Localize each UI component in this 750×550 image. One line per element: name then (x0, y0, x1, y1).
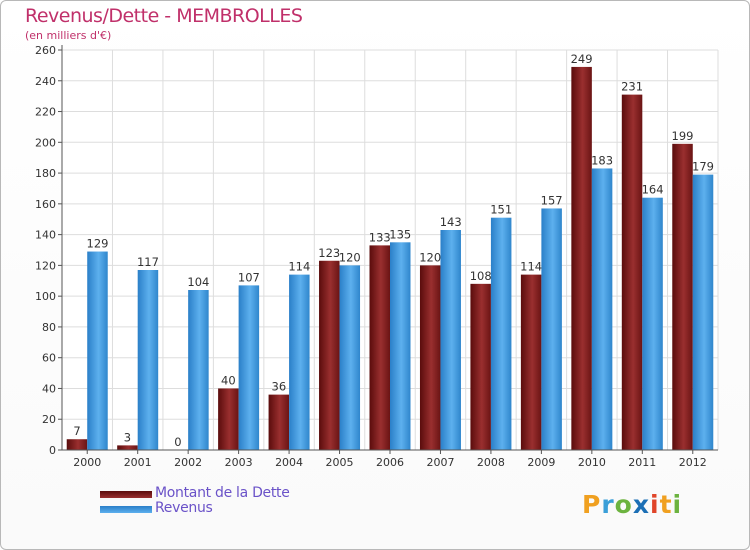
data-label: 151 (490, 203, 512, 217)
chart-subtitle: (en milliers d'€) (25, 29, 112, 42)
bar-revenus (390, 242, 411, 450)
logo-letter: o (614, 490, 633, 519)
bar-revenus (289, 274, 310, 450)
x-tick-label: 2009 (527, 456, 555, 469)
bar-revenus (339, 265, 361, 450)
bar-revenus (440, 230, 461, 450)
data-label: 120 (419, 250, 441, 264)
bar-dette (369, 245, 390, 450)
bar-dette (66, 439, 88, 450)
y-tick-label: 160 (35, 198, 56, 211)
y-tick-label: 100 (35, 290, 56, 303)
data-label: 120 (339, 250, 361, 264)
data-label: 179 (692, 160, 714, 174)
legend-label-revenus: Revenus (155, 500, 213, 516)
axis-layer: 0 20 40 60 80 100 120 140 160 180 200 220 240 260 2000… (35, 44, 718, 469)
bar-revenus (137, 270, 159, 450)
data-label: 231 (621, 80, 643, 94)
y-tick-label: 240 (35, 75, 56, 88)
logo-letter: i (650, 490, 660, 519)
bar-dette (117, 445, 138, 450)
x-tick-label: 2005 (326, 456, 354, 469)
labels-layer: 7129311701044010736114123120133135120143… (73, 52, 714, 449)
data-label: 107 (238, 270, 260, 284)
chart-title: Revenus/Dette - MEMBROLLES (25, 5, 303, 27)
data-label: 3 (124, 430, 131, 444)
data-label: 249 (571, 52, 593, 66)
y-tick-label: 120 (35, 259, 56, 272)
x-tick-label: 2006 (376, 456, 404, 469)
data-label: 164 (642, 183, 664, 197)
bar-revenus (188, 290, 209, 450)
data-label: 135 (389, 227, 411, 241)
x-tick-label: 2007 (426, 456, 454, 469)
x-tick-label: 2012 (679, 456, 707, 469)
data-label: 36 (272, 380, 287, 394)
data-label: 104 (187, 275, 209, 289)
logo-letter: t (659, 490, 673, 519)
x-tick-label: 2002 (174, 456, 202, 469)
data-label: 117 (137, 255, 159, 269)
bar-revenus (591, 168, 613, 450)
x-tick-label: 2000 (73, 456, 101, 469)
bar-dette (419, 265, 441, 450)
legend-label-dette: Montant de la Dette (155, 485, 290, 501)
bar-revenus (238, 285, 260, 450)
y-tick-label: 60 (42, 352, 56, 365)
data-label: 133 (369, 230, 391, 244)
data-label: 114 (520, 260, 542, 274)
y-tick-label: 40 (42, 382, 56, 395)
logo-letter: P (582, 490, 602, 519)
bar-revenus (87, 251, 108, 450)
x-tick-label: 2011 (628, 456, 656, 469)
bar-revenus (692, 174, 714, 450)
bar-revenus (541, 208, 562, 450)
legend-swatch-revenus (100, 506, 152, 513)
proxiti-logo: Proxiti (582, 490, 682, 519)
logo-letter: i (672, 490, 683, 519)
x-tick-label: 2008 (477, 456, 505, 469)
x-tick-label: 2001 (124, 456, 152, 469)
y-tick-label: 260 (35, 44, 56, 57)
data-label: 123 (318, 246, 340, 260)
x-tick-label: 2004 (275, 456, 303, 469)
x-tick-label: 2003 (225, 456, 253, 469)
y-tick-label: 180 (35, 167, 56, 180)
bar-dette (520, 274, 542, 450)
bars-layer (66, 66, 714, 450)
data-label: 40 (221, 373, 236, 387)
data-label: 157 (541, 193, 563, 207)
legend-swatch-dette (100, 491, 152, 498)
y-tick-label: 20 (42, 413, 56, 426)
logo-letter: r (601, 490, 615, 519)
data-label: 114 (288, 260, 310, 274)
bar-dette (218, 388, 239, 450)
y-tick-label: 0 (49, 444, 56, 457)
bar-dette (268, 394, 290, 450)
bar-dette (319, 260, 340, 450)
data-label: 0 (174, 435, 181, 449)
bar-revenus (642, 197, 663, 450)
data-label: 129 (87, 237, 109, 251)
bar-revenus (490, 217, 512, 450)
y-tick-label: 80 (42, 321, 56, 334)
logo-letter: x (632, 490, 650, 519)
data-label: 183 (591, 153, 613, 167)
data-label: 199 (672, 129, 694, 143)
y-tick-label: 140 (35, 229, 56, 242)
bar-dette (470, 283, 491, 450)
data-label: 143 (440, 215, 462, 229)
y-tick-label: 200 (35, 136, 56, 149)
y-tick-label: 220 (35, 106, 56, 119)
data-label: 7 (73, 424, 80, 438)
bar-dette (621, 94, 643, 450)
data-label: 108 (470, 269, 492, 283)
x-tick-label: 2010 (578, 456, 606, 469)
bar-dette (672, 143, 693, 450)
bar-dette (571, 66, 592, 450)
